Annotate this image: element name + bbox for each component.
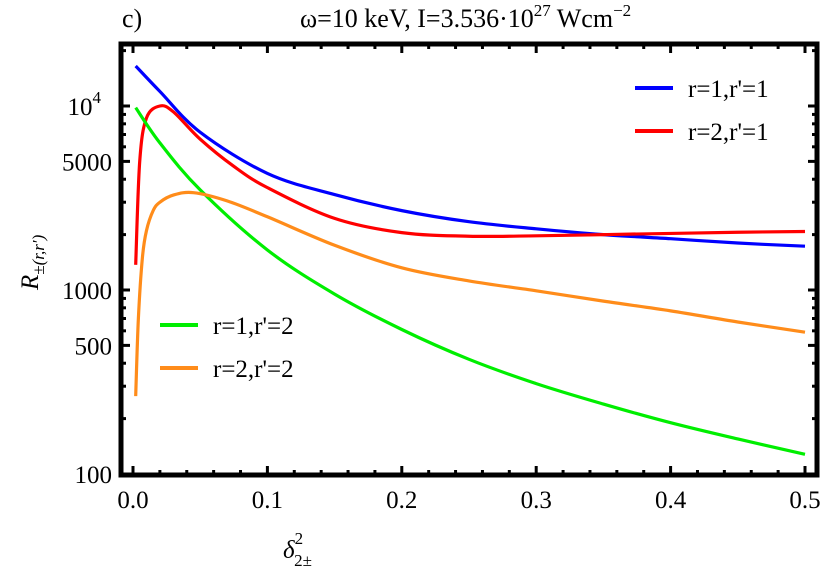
y-axis-label: R±(r,r′) bbox=[17, 234, 48, 291]
panel-label: c) bbox=[122, 4, 142, 33]
series-line-1 bbox=[134, 64, 806, 248]
x-tick-label: 0.5 bbox=[789, 487, 820, 514]
x-tick-label: 0.3 bbox=[521, 487, 552, 514]
legend-item-3: r=1,r'=2 bbox=[160, 313, 294, 340]
legend-item-4: r=2,r'=2 bbox=[160, 356, 294, 383]
legend-label: r=1,r'=2 bbox=[213, 313, 294, 340]
x-axis-label: δ2 2± bbox=[283, 529, 312, 570]
legend-item-2: r=2,r'=1 bbox=[635, 119, 769, 146]
plot-frame bbox=[118, 41, 820, 478]
series-line-4 bbox=[134, 190, 806, 397]
chart-title: ω=10 keV, I=3.536·1027 Wcm−2 bbox=[300, 1, 631, 33]
y-tick-label: 104 bbox=[68, 88, 102, 121]
y-tick-label: 100 bbox=[75, 462, 113, 489]
legend-label: r=2,r'=2 bbox=[213, 356, 294, 383]
y-tick-label: 1000 bbox=[62, 278, 112, 305]
x-tick-label: 0.0 bbox=[117, 487, 148, 514]
legend-item-1: r=1,r'=1 bbox=[635, 76, 769, 103]
series-line-2 bbox=[134, 104, 806, 265]
x-tick-label: 0.2 bbox=[386, 487, 417, 514]
y-tick-label: 500 bbox=[75, 333, 113, 360]
legend-label: r=2,r'=1 bbox=[688, 119, 769, 146]
y-tick-label: 5000 bbox=[62, 149, 112, 176]
x-tick-label: 0.1 bbox=[252, 487, 283, 514]
x-tick-label: 0.4 bbox=[655, 487, 687, 514]
legend-label: r=1,r'=1 bbox=[688, 76, 769, 103]
series-line-3 bbox=[134, 106, 806, 456]
